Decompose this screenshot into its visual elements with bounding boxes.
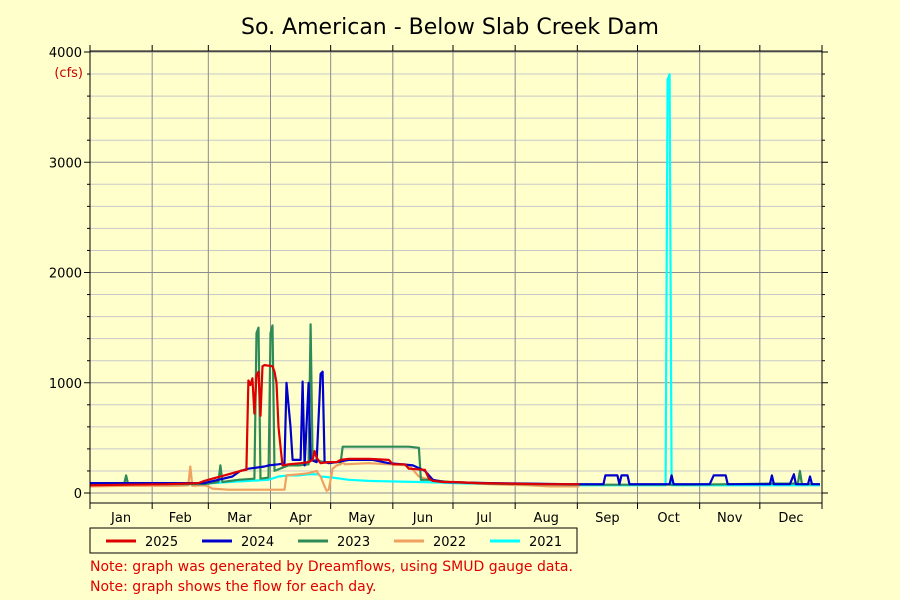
legend-label-2022: 2022 (433, 535, 466, 550)
x-tick-label: Nov (717, 511, 743, 526)
chart-title: So. American - Below Slab Creek Dam (241, 15, 659, 40)
x-tick-label: Sep (595, 511, 620, 526)
x-tick-label: Jul (475, 511, 492, 526)
series-line-2022 (89, 461, 580, 492)
y-tick-label: 2000 (49, 267, 82, 282)
x-tick-label: Aug (534, 511, 559, 526)
x-tick-label: Feb (169, 511, 192, 526)
x-tick-label: May (348, 511, 375, 526)
y-axis-unit-label: (cfs) (54, 66, 83, 81)
x-tick-label: Dec (778, 511, 803, 526)
legend-label-2025: 2025 (145, 535, 178, 550)
legend: 2025 2024 2023 2022 2021 (89, 527, 578, 554)
y-tick-label: 1000 (49, 377, 82, 392)
note-daily-flow: Note: graph shows the flow for each day. (90, 579, 377, 595)
y-tick-label: 4000 (49, 46, 82, 61)
legend-label-2023: 2023 (337, 535, 370, 550)
series-line-2024 (90, 370, 820, 486)
note-data-source: Note: graph was generated by Dreamflows,… (90, 559, 573, 575)
legend-label-2021: 2021 (529, 535, 562, 550)
x-tick-label: Mar (227, 511, 252, 526)
x-tick-label: Oct (657, 511, 679, 526)
series-line-2021 (90, 73, 820, 487)
axes: 0 1000 2000 3000 4000 Jan Feb Mar Apr May Jun Jul Au… (49, 45, 828, 526)
x-tick-label: Jan (110, 511, 131, 526)
y-tick-label: 0 (74, 487, 82, 502)
y-tick-label: 3000 (49, 156, 82, 171)
series-line-2025 (89, 364, 580, 487)
series-lines (89, 73, 820, 492)
grid (90, 51, 822, 503)
plot-frame (89, 50, 823, 504)
x-tick-label: Jun (412, 511, 433, 526)
legend-label-2024: 2024 (241, 535, 274, 550)
x-tick-label: Apr (289, 511, 312, 526)
